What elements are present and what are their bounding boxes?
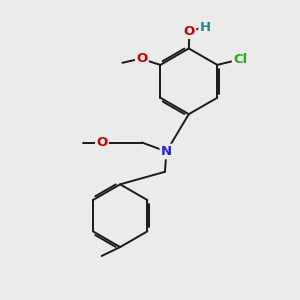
Text: N: N xyxy=(161,145,172,158)
Text: O: O xyxy=(96,136,107,149)
Text: Cl: Cl xyxy=(233,53,247,66)
Text: O: O xyxy=(184,25,195,38)
Text: H: H xyxy=(200,21,211,34)
Text: O: O xyxy=(136,52,148,65)
